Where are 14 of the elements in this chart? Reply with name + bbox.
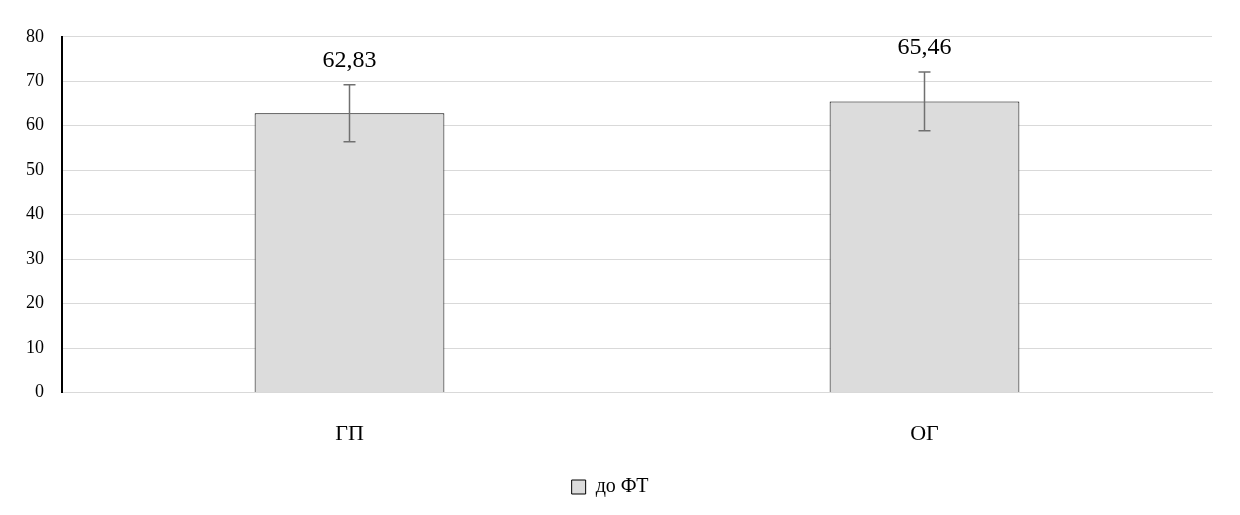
data-label: 65,46 xyxy=(897,33,952,60)
y-tick-label: 30 xyxy=(26,247,44,268)
y-tick-label: 80 xyxy=(26,25,44,46)
y-tick-label: 70 xyxy=(26,70,44,91)
y-tick-label: 10 xyxy=(26,336,44,357)
y-tick-label: 20 xyxy=(26,292,44,313)
y-tick-label: 60 xyxy=(26,114,44,135)
y-tick-label: 40 xyxy=(26,203,44,224)
y-tick-label: 50 xyxy=(26,158,44,179)
data-label: 62,83 xyxy=(322,46,377,72)
x-tick-label: ГП xyxy=(335,419,364,445)
x-tick-label: ОГ xyxy=(910,419,940,445)
y-tick-label: 0 xyxy=(35,381,44,402)
legend-label: до ФТ xyxy=(595,474,649,498)
